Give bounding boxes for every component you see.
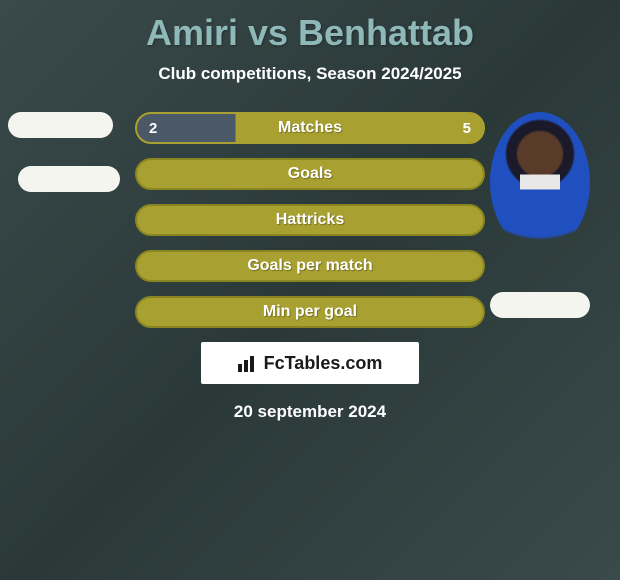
player-left-panel	[8, 112, 120, 192]
source-logo-text: FcTables.com	[264, 353, 383, 374]
player-right-panel	[490, 112, 590, 318]
content-area: 2 Matches 5 Goals Hattricks Goals per ma…	[0, 112, 620, 422]
stat-label: Goals per match	[247, 257, 372, 275]
stat-row-min-per-goal: Min per goal	[135, 296, 485, 328]
player-left-flag-placeholder	[18, 166, 120, 192]
player-right-avatar	[490, 112, 590, 252]
player-left-avatar-placeholder	[8, 112, 113, 138]
stat-label: Min per goal	[263, 303, 357, 321]
stat-left-value: 2	[149, 120, 157, 137]
stat-row-goals-per-match: Goals per match	[135, 250, 485, 282]
stat-row-hattricks: Hattricks	[135, 204, 485, 236]
comparison-title: Amiri vs Benhattab	[0, 0, 620, 54]
player-right-flag-placeholder	[490, 292, 590, 318]
source-logo-box: FcTables.com	[201, 342, 419, 384]
stat-label: Goals	[288, 165, 332, 183]
bars-icon	[238, 354, 260, 372]
comparison-subtitle: Club competitions, Season 2024/2025	[0, 64, 620, 84]
source-logo: FcTables.com	[238, 353, 383, 374]
stat-row-goals: Goals	[135, 158, 485, 190]
date-text: 20 september 2024	[0, 402, 620, 422]
stat-row-matches: 2 Matches 5	[135, 112, 485, 144]
stat-label: Hattricks	[276, 211, 344, 229]
stat-label: Matches	[278, 119, 342, 137]
stats-container: 2 Matches 5 Goals Hattricks Goals per ma…	[135, 112, 485, 328]
stat-right-value: 5	[463, 120, 471, 137]
